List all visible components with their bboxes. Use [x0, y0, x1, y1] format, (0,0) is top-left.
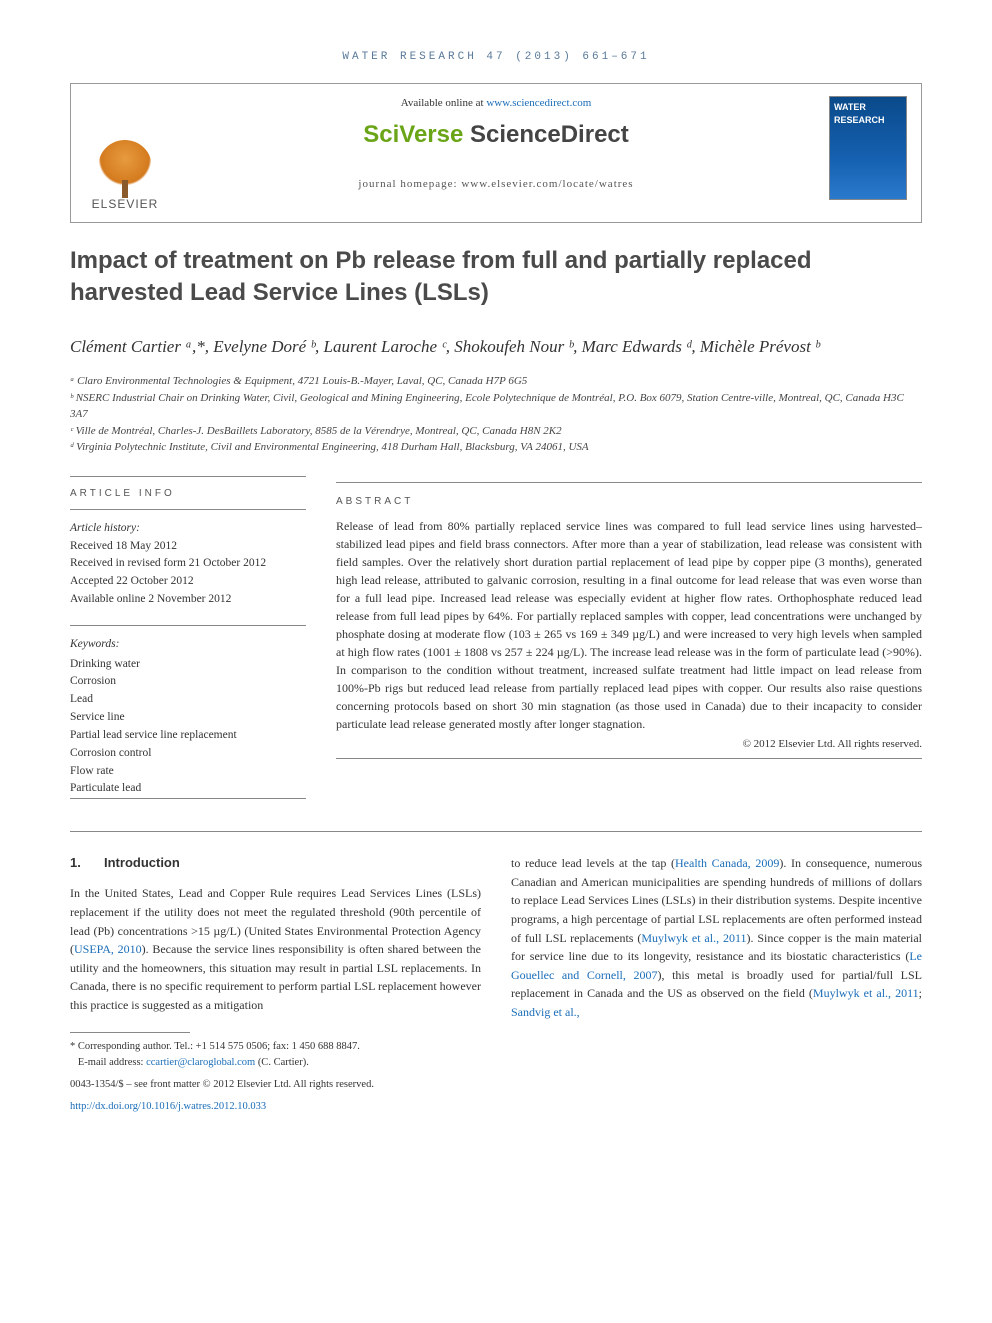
body-top-rule: [70, 831, 922, 832]
cover-title: WATER RESEARCH: [834, 101, 902, 126]
body-columns: 1.Introduction In the United States, Lea…: [70, 854, 922, 1114]
history-revised: Received in revised form 21 October 2012: [70, 557, 266, 569]
keyword: Corrosion control: [70, 747, 151, 759]
available-online-line: Available online at www.sciencedirect.co…: [89, 96, 903, 111]
abstract-text: Release of lead from 80% partially repla…: [336, 517, 922, 733]
article-info-column: ARTICLE INFO Article history: Received 1…: [70, 476, 306, 809]
info-rule-2: [70, 509, 306, 510]
publisher-name: ELSEVIER: [85, 196, 165, 213]
body-column-left: 1.Introduction In the United States, Lea…: [70, 854, 481, 1114]
doi-link[interactable]: http://dx.doi.org/10.1016/j.watres.2012.…: [70, 1101, 266, 1112]
email-suffix: (C. Cartier).: [255, 1057, 309, 1068]
affiliations: ᵃ Claro Environmental Technologies & Equ…: [70, 373, 922, 456]
keyword: Lead: [70, 693, 93, 705]
history-accepted: Accepted 22 October 2012: [70, 575, 194, 587]
footnote-divider: [70, 1032, 190, 1033]
keyword: Drinking water: [70, 658, 140, 670]
corresponding-author: * Corresponding author. Tel.: +1 514 575…: [70, 1039, 481, 1055]
keyword: Flow rate: [70, 765, 114, 777]
article-history: Article history: Received 18 May 2012 Re…: [70, 520, 306, 609]
elsevier-tree-icon: [98, 140, 152, 194]
keywords-block: Keywords: Drinking water Corrosion Lead …: [70, 636, 306, 798]
info-rule-3: [70, 625, 306, 626]
keywords-label: Keywords:: [70, 636, 306, 654]
intro-paragraph-left: In the United States, Lead and Copper Ru…: [70, 884, 481, 1014]
affiliation-c: ᶜ Ville de Montréal, Charles-J. DesBaill…: [70, 423, 922, 440]
sciverse-brand: SciVerse ScienceDirect: [89, 118, 903, 152]
running-header: WATER RESEARCH 47 (2013) 661–671: [70, 50, 922, 65]
keyword: Partial lead service line replacement: [70, 729, 237, 741]
available-prefix: Available online at: [401, 97, 487, 109]
citation-link[interactable]: Muylwyk et al., 2011: [641, 931, 746, 945]
article-info-heading: ARTICLE INFO: [70, 487, 306, 501]
info-top-rule: [70, 476, 306, 477]
intro-paragraph-right: to reduce lead levels at the tap (Health…: [511, 854, 922, 1021]
journal-homepage-line: journal homepage: www.elsevier.com/locat…: [89, 177, 903, 192]
affiliation-d: ᵈ Virginia Polytechnic Institute, Civil …: [70, 439, 922, 456]
history-received: Received 18 May 2012: [70, 540, 177, 552]
sciencedirect-link[interactable]: www.sciencedirect.com: [486, 97, 591, 109]
masthead-box: ELSEVIER WATER RESEARCH Available online…: [70, 83, 922, 223]
abstract-top-rule: [336, 482, 922, 483]
email-link[interactable]: ccartier@claroglobal.com: [146, 1057, 255, 1068]
section-number: 1.: [70, 854, 104, 872]
body-text-fragment: to reduce lead levels at the tap (: [511, 856, 675, 870]
abstract-copyright: © 2012 Elsevier Ltd. All rights reserved…: [336, 737, 922, 752]
affiliation-b: ᵇ NSERC Industrial Chair on Drinking Wat…: [70, 390, 922, 423]
section-heading-intro: 1.Introduction: [70, 854, 481, 872]
section-title: Introduction: [104, 855, 180, 870]
issn-line: 0043-1354/$ – see front matter © 2012 El…: [70, 1077, 481, 1093]
corr-label: * Corresponding author.: [70, 1041, 174, 1052]
history-label: Article history:: [70, 522, 140, 534]
citation-link[interactable]: Sandvig et al.,: [511, 1005, 580, 1019]
corr-email-line: E-mail address: ccartier@claroglobal.com…: [70, 1055, 481, 1071]
authors-line: Clément Cartier ᵃ,*, Evelyne Doré ᵇ, Lau…: [70, 334, 922, 360]
publisher-logo: ELSEVIER: [85, 140, 165, 213]
citation-link[interactable]: Health Canada, 2009: [675, 856, 779, 870]
abstract-bottom-rule: [336, 758, 922, 759]
brand-left: SciVerse: [363, 121, 470, 148]
abstract-column: ABSTRACT Release of lead from 80% partia…: [336, 476, 922, 809]
keyword: Service line: [70, 711, 125, 723]
body-column-right: to reduce lead levels at the tap (Health…: [511, 854, 922, 1114]
keyword: Particulate lead: [70, 782, 141, 794]
brand-right: ScienceDirect: [470, 121, 629, 148]
citation-link[interactable]: Muylwyk et al., 2011: [813, 986, 919, 1000]
email-label: E-mail address:: [78, 1057, 146, 1068]
abstract-heading: ABSTRACT: [336, 495, 922, 509]
article-title: Impact of treatment on Pb release from f…: [70, 245, 922, 307]
journal-cover-thumbnail: WATER RESEARCH: [829, 96, 907, 200]
corr-tel: Tel.: +1 514 575 0506; fax: 1 450 688 88…: [174, 1041, 360, 1052]
history-online: Available online 2 November 2012: [70, 593, 231, 605]
doi-line: http://dx.doi.org/10.1016/j.watres.2012.…: [70, 1099, 481, 1115]
citation-link[interactable]: USEPA, 2010: [74, 942, 142, 956]
affiliation-a: ᵃ Claro Environmental Technologies & Equ…: [70, 373, 922, 390]
keyword: Corrosion: [70, 675, 116, 687]
body-text-fragment: ;: [919, 986, 922, 1000]
info-bottom-rule: [70, 798, 306, 799]
footnotes: * Corresponding author. Tel.: +1 514 575…: [70, 1039, 481, 1071]
